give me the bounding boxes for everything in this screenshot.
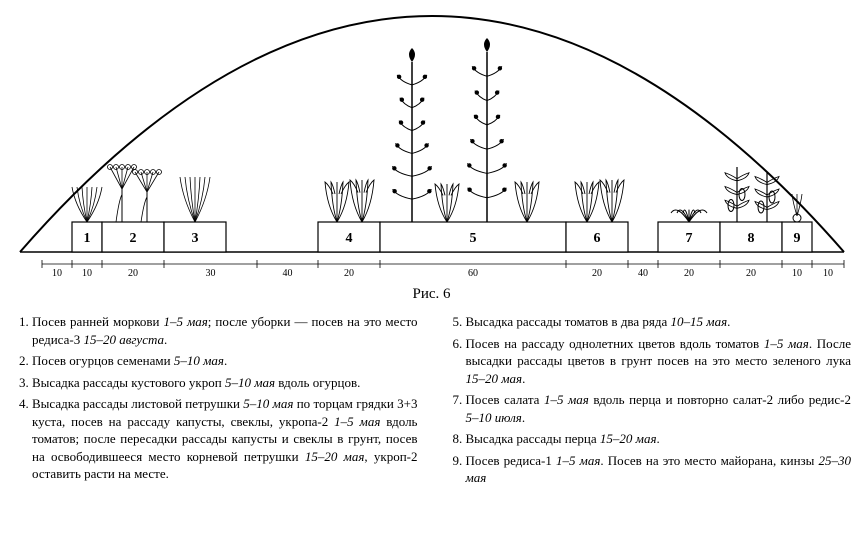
bed-label: 1	[84, 231, 91, 246]
plant-leafy	[515, 182, 539, 222]
legend-item-1: Посев ранней моркови 1–5 мая; после убор…	[32, 313, 418, 348]
bed-9: 9	[782, 222, 812, 252]
bed-label: 4	[346, 231, 353, 246]
legend-item-3: Высадка рассады кустового укроп 5–10 мая…	[32, 374, 418, 392]
plant-tomato-tall	[392, 48, 432, 222]
legend-item-7: Посев салата 1–5 мая вдоль перца и повто…	[466, 391, 852, 426]
bed-label: 8	[748, 231, 755, 246]
legend-item-6: Посев на рассаду однолетних цветов вдоль…	[466, 335, 852, 388]
plant-tomato-tall	[467, 38, 507, 222]
bed-5: 5	[380, 222, 566, 252]
dim-label: 40	[283, 268, 293, 279]
greenhouse-diagram: 1 2 3 4 5 6 7 8 9 10 10 20 30 40 20 60 20 40 20 20 10 10	[12, 12, 852, 282]
greenhouse-arc	[20, 16, 844, 252]
dim-label: 40	[638, 268, 648, 279]
plant-leafy	[350, 180, 374, 222]
bed-2: 2	[102, 222, 164, 252]
plant-umbel	[108, 165, 137, 223]
bed-7: 7	[658, 222, 720, 252]
plant-umbel	[133, 170, 162, 223]
plant-rosette	[671, 210, 707, 222]
bed-4: 4	[318, 222, 380, 252]
plant-pepper	[725, 167, 749, 222]
plant-bushy	[180, 177, 210, 222]
bed-label: 3	[192, 231, 199, 246]
bed-label: 6	[594, 231, 601, 246]
dim-label: 10	[792, 268, 802, 279]
plant-leafy	[600, 180, 624, 222]
legend-left-column: Посев ранней моркови 1–5 мая; после убор…	[12, 313, 418, 491]
legend-item-4: Высадка рассады листовой петрушки 5–10 м…	[32, 395, 418, 483]
dim-label: 20	[592, 268, 602, 279]
bed-label: 9	[794, 231, 801, 246]
legend-item-8: Высадка рассады перца 15–20 мая.	[466, 430, 852, 448]
plant-leafy	[435, 184, 459, 222]
legend: Посев ранней моркови 1–5 мая; после убор…	[12, 313, 851, 491]
legend-item-9: Посев редиса-1 1–5 мая. Посев на это мес…	[466, 452, 852, 487]
dim-label: 20	[746, 268, 756, 279]
bed-3: 3	[164, 222, 226, 252]
bed-8: 8	[720, 222, 782, 252]
bed-label: 5	[470, 231, 477, 246]
legend-item-2: Посев огурцов семенами 5–10 мая.	[32, 352, 418, 370]
bed-1: 1	[72, 222, 102, 252]
plant-leafy	[325, 182, 349, 222]
legend-item-5: Высадка рассады томатов в два ряда 10–15…	[466, 313, 852, 331]
dim-label: 20	[128, 268, 138, 279]
bed-label: 7	[686, 231, 693, 246]
plant-leafy	[575, 182, 599, 222]
legend-right-column: Высадка рассады томатов в два ряда 10–15…	[446, 313, 852, 491]
figure-caption: Рис. 6	[12, 286, 851, 303]
dim-label: 60	[468, 268, 478, 279]
bed-label: 2	[130, 231, 137, 246]
dim-label: 20	[344, 268, 354, 279]
dim-label: 10	[82, 268, 92, 279]
dim-label: 30	[206, 268, 216, 279]
diagram-svg: 1 2 3 4 5 6 7 8 9 10 10 20 30 40 20 60 20 40 20 20 10 10	[12, 12, 852, 282]
dim-label: 10	[52, 268, 62, 279]
dim-label: 20	[684, 268, 694, 279]
dim-label: 10	[823, 268, 833, 279]
bed-6: 6	[566, 222, 628, 252]
